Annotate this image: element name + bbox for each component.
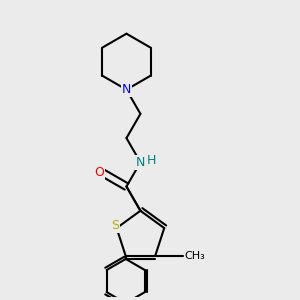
Text: N: N — [122, 83, 131, 96]
Text: O: O — [94, 166, 104, 179]
Text: CH₃: CH₃ — [184, 251, 205, 261]
Text: H: H — [147, 154, 156, 167]
Text: S: S — [111, 219, 119, 232]
Text: N: N — [136, 156, 145, 169]
